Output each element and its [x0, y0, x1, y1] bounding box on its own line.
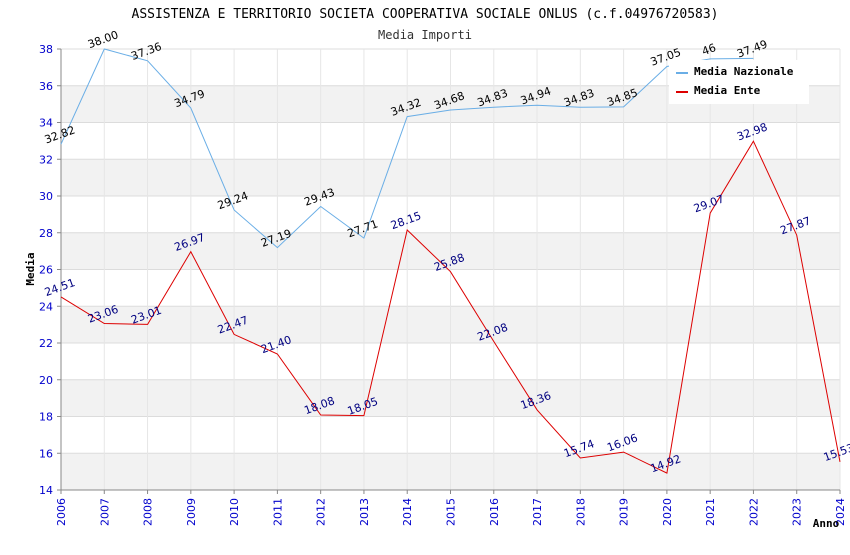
y-tick-label: 18	[39, 411, 53, 424]
series-line-media-ente	[60, 140, 841, 474]
y-tick-label: 20	[39, 374, 53, 387]
x-tick-label: 2015	[445, 498, 458, 526]
x-tick-label: 2012	[315, 498, 328, 526]
y-tick-label: 14	[39, 484, 53, 497]
x-tick-label: 2006	[55, 498, 68, 526]
y-tick-label: 38	[39, 43, 53, 56]
x-tick-label: 2023	[791, 498, 804, 526]
y-tick-label: 26	[39, 264, 53, 277]
x-tick-label: 2024	[834, 498, 847, 526]
chart-subtitle: Media Importi	[378, 28, 472, 42]
grid-lines	[60, 48, 841, 491]
series-line-media-nazionale	[60, 48, 754, 249]
legend: Media Nazionale Media Ente	[669, 60, 809, 104]
series-lines	[60, 48, 841, 474]
y-tick-label: 34	[39, 117, 53, 130]
x-tick-label: 2014	[401, 498, 414, 526]
x-tick-label: 2013	[358, 498, 371, 526]
x-axis-label: Anno	[813, 517, 840, 530]
x-tick-label: 2010	[228, 498, 241, 526]
x-tick-label: 2007	[98, 498, 111, 526]
x-tick-label: 2020	[661, 498, 674, 526]
legend-label-media-ente: Media Ente	[694, 84, 761, 97]
x-tick-label: 2021	[704, 498, 717, 526]
y-tick-label: 36	[39, 80, 53, 93]
data-label: 38.00	[86, 28, 120, 51]
y-tick-label: 28	[39, 227, 53, 240]
y-axis-label: Media	[24, 252, 37, 285]
chart-title: ASSISTENZA E TERRITORIO SOCIETA COOPERAT…	[132, 7, 719, 22]
y-tick-label: 30	[39, 190, 53, 203]
x-tick-label: 2018	[574, 498, 587, 526]
y-tick-label: 24	[39, 300, 53, 313]
y-tick-label: 32	[39, 153, 53, 166]
x-tick-label: 2019	[618, 498, 631, 526]
x-tick-label: 2017	[531, 498, 544, 526]
x-tick-label: 2016	[488, 498, 501, 526]
legend-background	[669, 60, 809, 104]
data-label: 46	[700, 41, 718, 58]
x-tick-label: 2009	[185, 498, 198, 526]
y-tick-label: 22	[39, 337, 53, 350]
legend-label-media-nazionale: Media Nazionale	[694, 65, 794, 78]
x-tick-label: 2011	[271, 498, 284, 526]
x-tick-label: 2008	[142, 498, 155, 526]
x-tick-label: 2022	[747, 498, 760, 526]
y-tick-label: 16	[39, 447, 53, 460]
